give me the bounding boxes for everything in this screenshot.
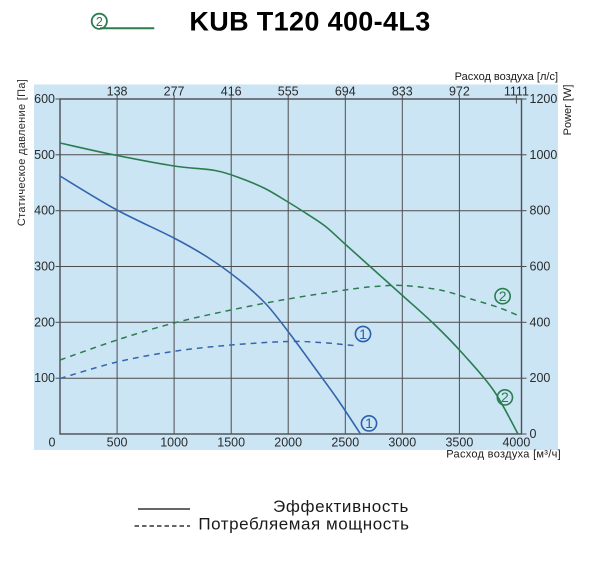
svg-text:1111: 1111 — [504, 85, 529, 99]
svg-text:694: 694 — [335, 85, 356, 99]
svg-text:Потребляемая мощность: Потребляемая мощность — [198, 515, 409, 534]
svg-text:KUB T120 400-4L3: KUB T120 400-4L3 — [189, 7, 430, 37]
svg-text:0: 0 — [49, 436, 56, 450]
svg-text:555: 555 — [278, 85, 299, 99]
svg-text:833: 833 — [392, 85, 413, 99]
svg-text:0: 0 — [530, 427, 537, 441]
svg-text:400: 400 — [530, 315, 551, 329]
svg-text:4000: 4000 — [502, 436, 530, 450]
svg-text:Расход воздуха [л/с]: Расход воздуха [л/с] — [455, 71, 558, 83]
svg-text:Эффективность: Эффективность — [273, 497, 409, 516]
svg-text:416: 416 — [221, 85, 242, 99]
svg-text:1000: 1000 — [530, 148, 558, 162]
svg-text:100: 100 — [34, 371, 55, 385]
svg-text:200: 200 — [34, 315, 55, 329]
svg-text:Статическое давление [Па]: Статическое давление [Па] — [16, 79, 28, 226]
svg-text:600: 600 — [34, 92, 55, 106]
svg-text:500: 500 — [34, 148, 55, 162]
svg-text:2000: 2000 — [274, 436, 302, 450]
svg-text:300: 300 — [34, 260, 55, 274]
svg-text:138: 138 — [107, 85, 128, 99]
svg-text:277: 277 — [164, 85, 185, 99]
svg-text:1000: 1000 — [160, 436, 188, 450]
svg-text:200: 200 — [530, 371, 551, 385]
svg-text:2: 2 — [501, 389, 509, 405]
svg-text:1: 1 — [365, 415, 373, 431]
svg-text:Power [W]: Power [W] — [562, 85, 574, 136]
svg-text:1200: 1200 — [530, 92, 558, 106]
svg-text:2500: 2500 — [331, 436, 359, 450]
svg-text:400: 400 — [34, 204, 55, 218]
svg-text:3500: 3500 — [445, 436, 473, 450]
svg-text:3000: 3000 — [388, 436, 416, 450]
svg-text:972: 972 — [449, 85, 470, 99]
svg-text:500: 500 — [107, 436, 128, 450]
svg-text:2: 2 — [96, 15, 103, 29]
svg-text:Расход воздуха [м³/ч]: Расход воздуха [м³/ч] — [446, 449, 561, 461]
svg-text:600: 600 — [530, 260, 551, 274]
svg-text:1: 1 — [359, 326, 367, 342]
svg-text:2: 2 — [499, 288, 507, 304]
svg-text:800: 800 — [530, 204, 551, 218]
svg-text:1500: 1500 — [217, 436, 245, 450]
